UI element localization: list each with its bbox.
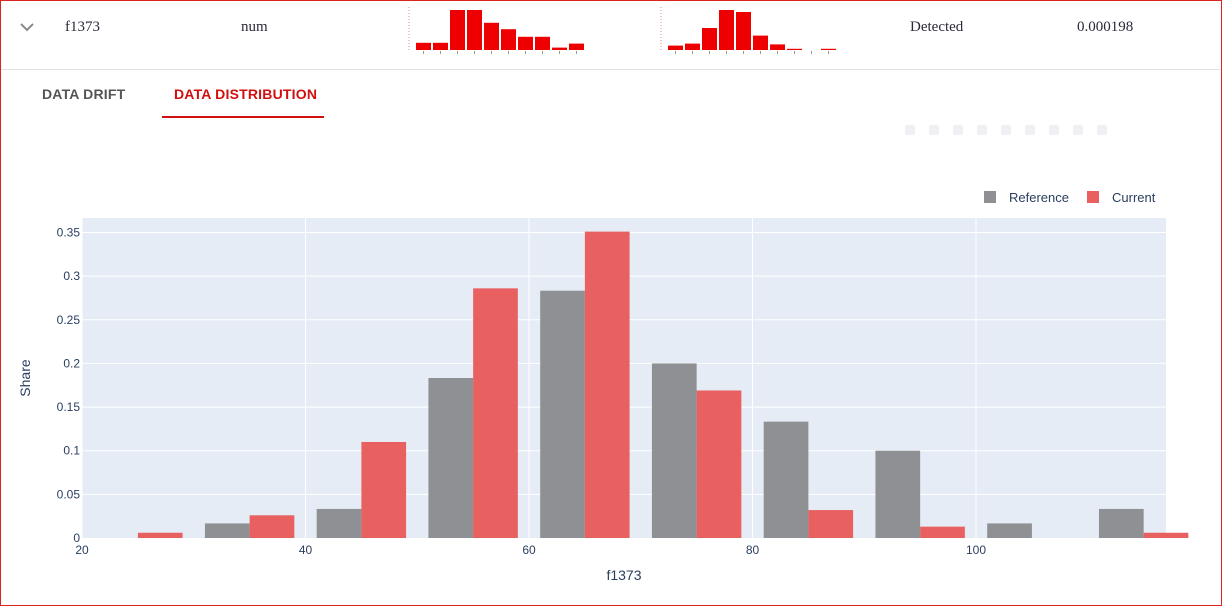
reference-sparkline-bar	[467, 10, 482, 50]
feature-type: num	[241, 19, 268, 35]
reset-axes-icon[interactable]	[1073, 125, 1083, 135]
box-select-icon[interactable]	[977, 125, 987, 135]
zoom-out-icon[interactable]	[1025, 125, 1035, 135]
reference-sparkline-bar	[484, 22, 499, 50]
camera-icon[interactable]	[905, 125, 915, 135]
reference-sparkline	[408, 7, 584, 54]
reference-sparkline-bar	[433, 42, 448, 50]
plotly-logo-icon[interactable]	[1097, 125, 1107, 135]
tab-data-distribution[interactable]: DATA DISTRIBUTION	[174, 86, 318, 102]
reference-sparkline-bar	[552, 47, 567, 50]
current-sparkline-bar	[719, 10, 734, 50]
tab-bar: DATA DRIFT DATA DISTRIBUTION	[0, 70, 1220, 120]
tab-data-drift[interactable]: DATA DRIFT	[42, 86, 126, 102]
current-sparkline-bar	[821, 48, 836, 50]
reference-sparkline-bar	[518, 36, 533, 50]
pan-icon[interactable]	[953, 125, 963, 135]
active-tab-indicator	[162, 116, 324, 118]
current-sparkline-bar	[736, 12, 751, 50]
reference-sparkline-bar	[535, 36, 550, 50]
current-sparkline-bar	[787, 48, 802, 50]
zoom-icon[interactable]	[929, 125, 939, 135]
p-value: 0.000198	[1077, 19, 1134, 35]
reference-sparkline-bar	[450, 10, 465, 50]
autoscale-icon[interactable]	[1049, 125, 1059, 135]
chevron-down-icon[interactable]	[19, 19, 35, 35]
current-sparkline-bar	[770, 44, 785, 50]
current-sparkline	[660, 7, 836, 54]
reference-sparkline-bar	[501, 29, 516, 50]
current-sparkline-bar	[668, 45, 683, 50]
feature-name: f1373	[65, 19, 100, 35]
reference-sparkline-bar	[569, 43, 584, 50]
zoom-in-icon[interactable]	[1001, 125, 1011, 135]
current-sparkline-bar	[685, 43, 700, 50]
feature-row[interactable]: f1373 num Detected 0.000198	[1, 1, 1220, 70]
reference-sparkline-bar	[416, 42, 431, 50]
drift-status: Detected	[910, 19, 964, 35]
chart-modebar[interactable]	[905, 122, 1121, 136]
current-sparkline-bar	[702, 28, 717, 50]
current-sparkline-bar	[753, 35, 768, 50]
